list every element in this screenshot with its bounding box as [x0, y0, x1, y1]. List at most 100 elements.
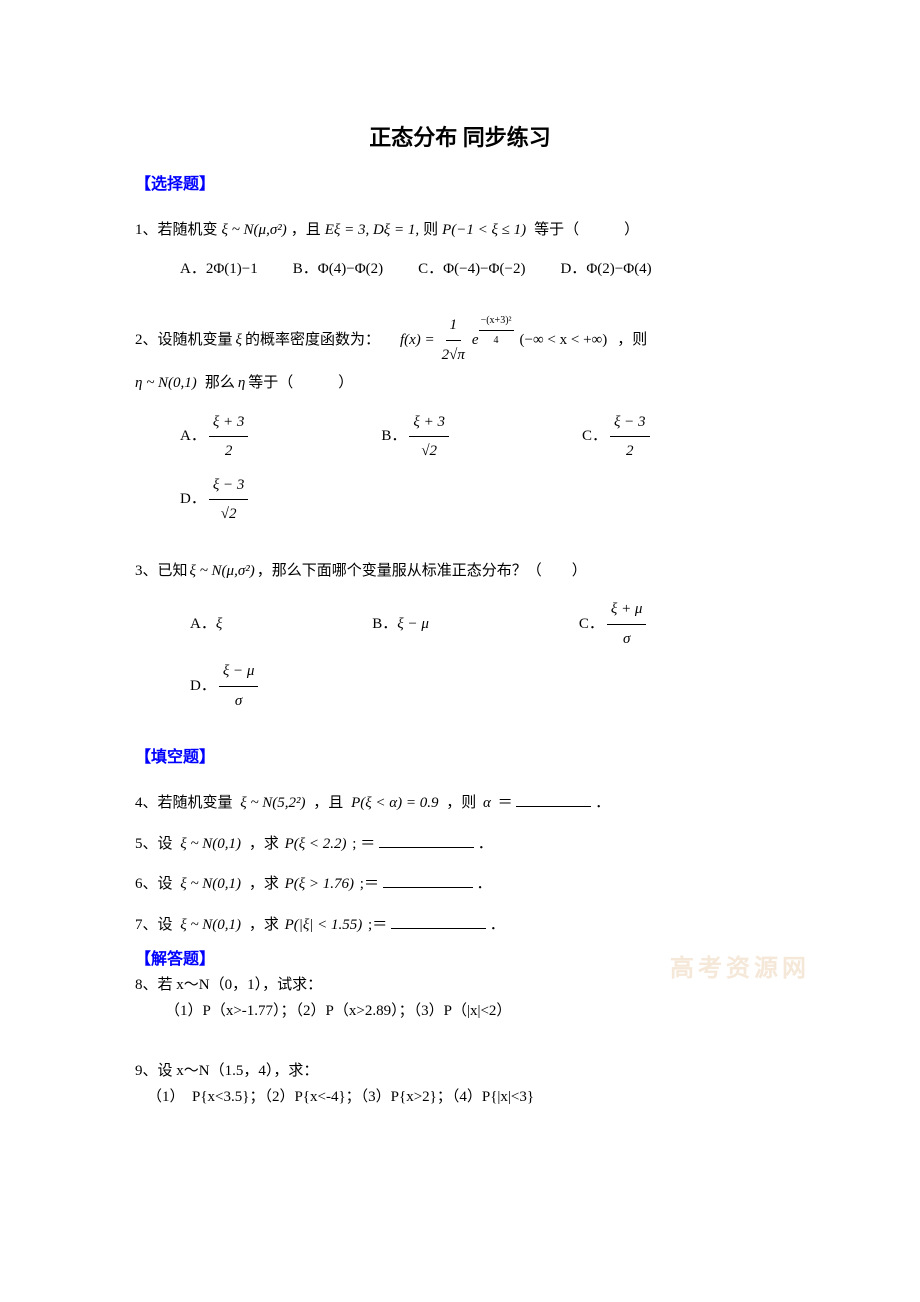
q3-c-num: ξ + μ: [607, 595, 647, 625]
q6-mid: ，求: [249, 876, 279, 892]
q3-options: A．ξ B．ξ − μ C．ξ + μσ D．ξ − μσ: [135, 595, 785, 715]
q5-prefix: 5、设: [135, 836, 173, 852]
q3-prefix: 3、已知: [135, 557, 188, 586]
q3-a-label: A．: [190, 610, 216, 639]
q4-expr1: ξ ~ N(5,2²): [240, 795, 305, 811]
q2-c-num: ξ − 3: [610, 408, 650, 438]
q3-d-den: σ: [231, 687, 246, 716]
q5-expr2: P(ξ < 2.2): [285, 836, 347, 852]
question-1: 1、若随机变 ξ ~ N(μ,σ²) ，且 Eξ = 3, Dξ = 1, 则 …: [135, 216, 785, 283]
q1-opt-a: 2Φ(1)−1: [206, 255, 258, 284]
q2-line2b: 那么: [205, 369, 235, 398]
q7-suffix: ;＝: [368, 917, 391, 933]
q5-blank: [379, 832, 474, 848]
q4-mid1: ，且: [313, 795, 343, 811]
q3-b-label: B．: [372, 610, 397, 639]
q2-suffix1: ，则: [617, 326, 647, 355]
q4-expr2: P(ξ < α) = 0.9: [351, 795, 438, 811]
q2-c-den: 2: [622, 437, 638, 466]
q5-mid: ，求: [249, 836, 279, 852]
q2-func-left: f(x) =: [400, 326, 435, 355]
q3-opt-b: ξ − μ: [397, 610, 429, 639]
q3-c-den: σ: [619, 625, 634, 654]
q8-parts: （1）P（x>-1.77）；（2）P（x>2.89）；（3）P（|x|<2）: [135, 999, 785, 1025]
question-9: 9、设 x～N（1.5，4），求： （1） P{x<3.5}；（2）P{x<-4…: [135, 1059, 785, 1110]
q1-mid2: 则: [423, 216, 438, 245]
q4-end: ．: [595, 795, 610, 811]
q2-a-num: ξ + 3: [209, 408, 249, 438]
q5-expr1: ξ ~ N(0,1): [180, 836, 241, 852]
q4-prefix: 4、若随机变量: [135, 795, 233, 811]
q6-end: ．: [476, 876, 491, 892]
q2-eta: η: [238, 369, 245, 398]
q3-opt-a: ξ: [216, 610, 222, 639]
watermark: 高考资源网: [670, 948, 810, 983]
q1-opt-b: Φ(4)−Φ(2): [318, 255, 383, 284]
q9-line1: 9、设 x～N（1.5，4），求：: [135, 1059, 785, 1085]
q2-d-den: √2: [217, 500, 241, 529]
q2-mid1: 的概率密度函数为：: [245, 326, 380, 355]
question-3: 3、已知 ξ ~ N(μ,σ²) ，那么下面哪个变量服从标准正态分布？（ ） A…: [135, 557, 785, 716]
q1-opt-d: Φ(2)−Φ(4): [586, 255, 651, 284]
q7-expr2: P(|ξ| < 1.55): [285, 917, 363, 933]
page-title: 正态分布 同步练习: [135, 120, 785, 152]
q2-line2a: η ~ N(0,1): [135, 369, 197, 398]
q4-blank: [516, 791, 591, 807]
q2-xi: ξ: [236, 326, 242, 355]
q1-expr3: P(−1 < ξ ≤ 1): [442, 216, 526, 245]
question-7: 7、设 ξ ~ N(0,1) ，求 P(|ξ| < 1.55) ;＝ ．: [135, 911, 785, 940]
q9-parts: （1） P{x<3.5}；（2）P{x<-4}；（3）P{x>2}；（4）P{|…: [135, 1085, 785, 1111]
q2-b-label: B．: [381, 422, 406, 451]
q2-a-label: A．: [180, 422, 206, 451]
q1-c-label: C．: [418, 255, 443, 284]
q6-blank: [383, 872, 473, 888]
q1-prefix: 1、若随机变: [135, 216, 218, 245]
question-5: 5、设 ξ ~ N(0,1) ，求 P(ξ < 2.2) ; ＝ ．: [135, 830, 785, 859]
q7-prefix: 7、设: [135, 917, 173, 933]
q3-c-label: C．: [579, 610, 604, 639]
section-mc-header: 【选择题】: [135, 170, 785, 194]
q7-end: ．: [490, 917, 505, 933]
q2-range: (−∞ < x < +∞): [520, 326, 608, 355]
q2-prefix: 2、设随机变量: [135, 326, 233, 355]
q1-mid1: ，且: [291, 216, 321, 245]
q1-suffix: 等于（ ）: [534, 216, 639, 245]
q2-exp-num: (x+3)²: [486, 315, 511, 326]
q2-d-label: D．: [180, 485, 206, 514]
q2-line2c: 等于（ ）: [248, 369, 353, 398]
q2-frac-num: 1: [446, 311, 462, 341]
q4-suffix: ＝: [498, 795, 513, 811]
q7-expr1: ξ ~ N(0,1): [180, 917, 241, 933]
q6-suffix: ;＝: [360, 876, 383, 892]
section-fill-header: 【填空题】: [135, 743, 785, 767]
question-6: 6、设 ξ ~ N(0,1) ，求 P(ξ > 1.76) ;＝ ．: [135, 870, 785, 899]
q2-b-num: ξ + 3: [409, 408, 449, 438]
q2-d-num: ξ − 3: [209, 471, 249, 501]
question-4: 4、若随机变量 ξ ~ N(5,2²) ，且 P(ξ < α) = 0.9 ，则…: [135, 789, 785, 818]
q2-c-label: C．: [582, 422, 607, 451]
q2-frac-den: 2√π: [438, 341, 469, 370]
q2-a-den: 2: [221, 437, 237, 466]
q1-options: A．2Φ(1)−1 B．Φ(4)−Φ(2) C．Φ(−4)−Φ(−2) D．Φ(…: [135, 255, 785, 284]
q2-main-frac: 1 2√π: [438, 311, 469, 369]
q6-prefix: 6、设: [135, 876, 173, 892]
q2-options: A．ξ + 32 B．ξ + 3√2 C．ξ − 32 D．ξ − 3√2: [135, 408, 785, 529]
q3-expr: ξ ~ N(μ,σ²): [190, 557, 255, 586]
q2-b-den: √2: [417, 437, 441, 466]
q6-expr1: ξ ~ N(0,1): [180, 876, 241, 892]
q1-b-label: B．: [293, 255, 318, 284]
q3-d-label: D．: [190, 672, 216, 701]
q5-suffix: ; ＝: [352, 836, 379, 852]
q1-expr2: Eξ = 3, Dξ = 1,: [325, 216, 419, 245]
question-2: 2、设随机变量 ξ 的概率密度函数为： f(x) = 1 2√π e −(x+3…: [135, 311, 785, 529]
q4-mid2: ，则: [446, 795, 476, 811]
q1-d-label: D．: [560, 255, 586, 284]
q7-blank: [391, 913, 486, 929]
q1-a-label: A．: [180, 255, 206, 284]
q2-e: e: [472, 326, 479, 355]
q3-suffix: ，那么下面哪个变量服从标准正态分布？（ ）: [257, 557, 587, 586]
q5-end: ．: [478, 836, 493, 852]
q7-mid: ，求: [249, 917, 279, 933]
q1-opt-c: Φ(−4)−Φ(−2): [443, 255, 525, 284]
q4-alpha: α: [483, 795, 491, 811]
